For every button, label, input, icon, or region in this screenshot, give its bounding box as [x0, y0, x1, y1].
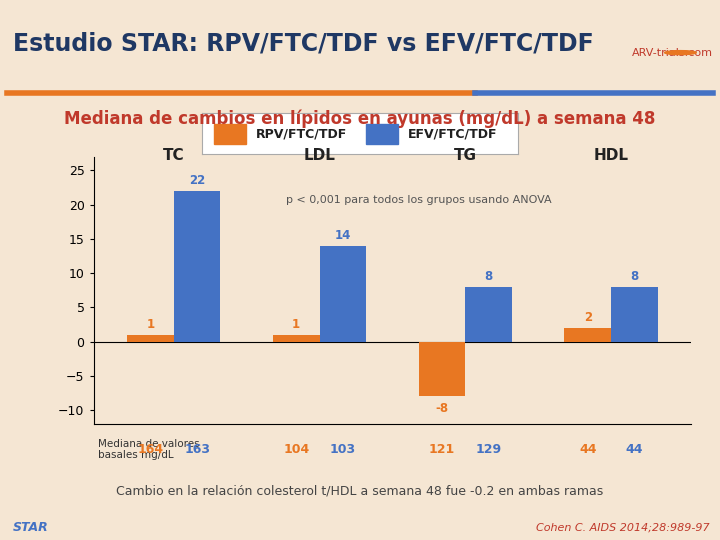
Text: -8: -8 [436, 402, 449, 415]
Bar [564, 328, 611, 342]
Bar [465, 287, 512, 342]
Text: HDL: HDL [593, 148, 629, 164]
Bar [127, 335, 174, 342]
Bar [273, 335, 320, 342]
Text: Estudio STAR: RPV/FTC/TDF vs EFV/FTC/TDF: Estudio STAR: RPV/FTC/TDF vs EFV/FTC/TDF [13, 31, 594, 56]
Bar [174, 191, 220, 342]
Text: TC: TC [163, 148, 184, 164]
Text: 103: 103 [330, 443, 356, 456]
Text: 129: 129 [475, 443, 502, 456]
Text: TG: TG [454, 148, 477, 164]
Text: EFV/FTC/TDF: EFV/FTC/TDF [408, 127, 497, 140]
Text: RPV/FTC/TDF: RPV/FTC/TDF [256, 127, 347, 140]
Text: 164: 164 [138, 443, 163, 456]
Text: 1: 1 [292, 318, 300, 330]
Bar [418, 342, 465, 396]
Text: LDL: LDL [304, 148, 336, 164]
Text: 2: 2 [584, 311, 592, 324]
Bar [611, 287, 657, 342]
Text: 121: 121 [429, 443, 455, 456]
Text: STAR: STAR [13, 521, 49, 535]
Text: 44: 44 [626, 443, 643, 456]
Text: ARV-trials.com: ARV-trials.com [632, 48, 713, 58]
Bar [215, 124, 246, 144]
Text: 8: 8 [485, 269, 492, 283]
Text: 44: 44 [579, 443, 596, 456]
Text: p < 0,001 para todos los grupos usando ANOVA: p < 0,001 para todos los grupos usando A… [287, 195, 552, 205]
Text: 22: 22 [189, 174, 205, 187]
Text: 14: 14 [335, 228, 351, 241]
Bar [320, 246, 366, 342]
Text: 1: 1 [146, 318, 155, 330]
Text: Cohen C. AIDS 2014;28:989-97: Cohen C. AIDS 2014;28:989-97 [536, 523, 709, 533]
Text: 163: 163 [184, 443, 210, 456]
Text: Mediana de cambios en lípidos en ayunas (mg/dL) a semana 48: Mediana de cambios en lípidos en ayunas … [64, 109, 656, 127]
Text: Mediana de valores
basales mg/dL: Mediana de valores basales mg/dL [98, 438, 199, 460]
Circle shape [665, 51, 696, 55]
Text: 104: 104 [283, 443, 310, 456]
Bar [366, 124, 398, 144]
Text: 8: 8 [630, 269, 639, 283]
Text: Cambio en la relación colesterol t/HDL a semana 48 fue -0.2 en ambas ramas: Cambio en la relación colesterol t/HDL a… [117, 485, 603, 498]
